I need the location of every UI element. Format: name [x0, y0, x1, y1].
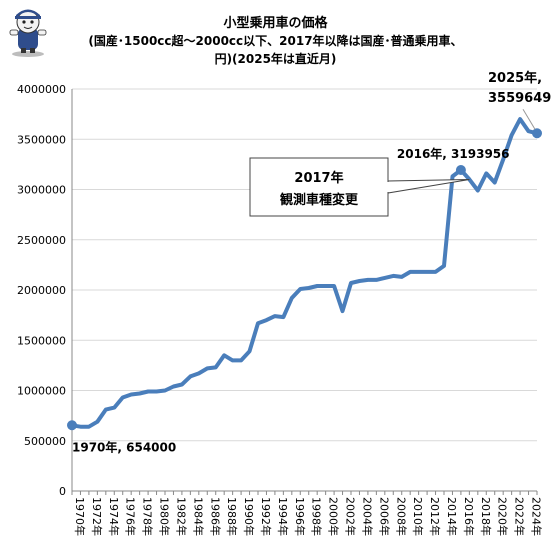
data-label-2016: 2016年, 3193956: [397, 146, 510, 161]
x-tick-label: 2024年: [530, 497, 544, 536]
callout-pointer: [387, 178, 470, 194]
chart-subtitle-line-1: (国産･1500cc超～2000cc以下、2017年以降は国産･普通乗用車、: [88, 34, 463, 48]
data-point-2025: [532, 128, 542, 139]
data-label-2025-leader: [522, 108, 536, 130]
data-label-2025-line-1: 2025年,: [488, 70, 542, 86]
x-tick-label: 2016年: [462, 497, 476, 536]
data-point-2016: [455, 165, 466, 176]
x-tick-label: 1970年: [73, 497, 87, 536]
x-tick-label: 1994年: [276, 497, 290, 536]
chart-title: 小型乗用車の価格: [223, 16, 328, 31]
x-tick-label: 1978年: [141, 497, 155, 536]
x-tick-label: 1986年: [208, 497, 222, 536]
x-tick-label: 2022年: [513, 497, 527, 536]
x-tick-label: 1974年: [107, 497, 121, 536]
y-tick-label: 4000000: [17, 83, 66, 96]
x-tick-label: 2010年: [411, 497, 425, 536]
x-tick-label: 2012年: [428, 497, 442, 536]
x-tick-label: 1972年: [90, 497, 104, 536]
x-tick-label: 1996年: [293, 497, 307, 536]
x-tick-label: 2008年: [394, 497, 408, 536]
x-tick-label: 1984年: [191, 497, 205, 536]
x-tick-label: 2000年: [327, 497, 341, 536]
x-tick-label: 2004年: [360, 497, 374, 536]
x-tick-label: 1998年: [310, 497, 324, 536]
x-tick-label: 1992年: [259, 497, 273, 536]
x-tick-label: 1976年: [124, 497, 138, 536]
x-tick-label: 2002年: [344, 497, 358, 536]
x-tick-label: 2014年: [445, 497, 459, 536]
data-point-1970: [67, 420, 77, 431]
callout-text-line-1: 2017年: [294, 170, 343, 186]
y-tick-label: 3000000: [17, 184, 66, 197]
y-tick-label: 0: [59, 485, 66, 498]
chart-subtitle-line-2: 円)(2025年は直近月): [214, 52, 337, 66]
x-tick-label: 2018年: [479, 497, 493, 536]
y-tick-label: 3500000: [17, 133, 66, 146]
y-tick-label: 2000000: [17, 284, 66, 297]
x-tick-label: 1990年: [242, 497, 256, 536]
y-tick-label: 500000: [24, 435, 66, 448]
callout-text-line-2: 観測車種変更: [279, 192, 359, 208]
cartoon-character-logo-icon: [9, 9, 47, 57]
y-tick-label: 2500000: [17, 234, 66, 247]
x-tick-label: 1988年: [225, 497, 239, 536]
data-label-1970: 1970年, 654000: [72, 439, 176, 454]
data-label-2025-line-2: 3559649: [488, 91, 551, 106]
x-tick-label: 2020年: [496, 497, 510, 536]
x-tick-label: 2006年: [377, 497, 391, 536]
y-tick-label: 1000000: [17, 385, 66, 398]
x-tick-label: 1982年: [174, 497, 188, 536]
x-tick-label: 1980年: [158, 497, 172, 536]
y-tick-label: 1500000: [17, 334, 66, 347]
